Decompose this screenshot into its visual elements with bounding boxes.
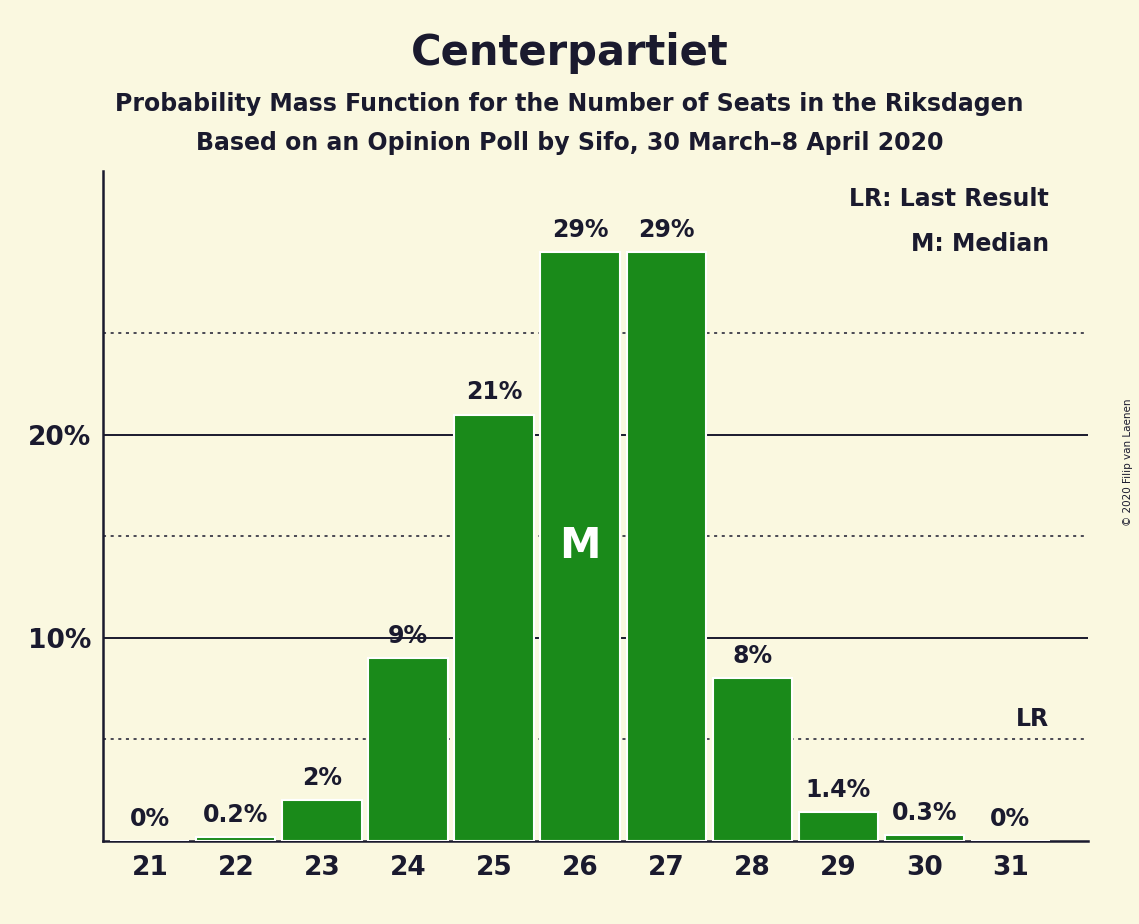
Bar bbox=[196, 837, 276, 841]
Bar bbox=[626, 252, 706, 841]
Text: 0%: 0% bbox=[990, 807, 1031, 831]
Text: 0.3%: 0.3% bbox=[892, 800, 957, 824]
Text: M: Median: M: Median bbox=[911, 232, 1049, 256]
Text: LR: LR bbox=[1016, 707, 1049, 731]
Text: 21%: 21% bbox=[466, 381, 522, 405]
Bar bbox=[541, 252, 620, 841]
Text: Probability Mass Function for the Number of Seats in the Riksdagen: Probability Mass Function for the Number… bbox=[115, 92, 1024, 116]
Bar bbox=[713, 678, 792, 841]
Text: 0.2%: 0.2% bbox=[203, 803, 269, 827]
Text: 2%: 2% bbox=[302, 766, 342, 790]
Text: 29%: 29% bbox=[551, 218, 608, 242]
Bar bbox=[885, 834, 964, 841]
Bar bbox=[454, 415, 533, 841]
Text: Centerpartiet: Centerpartiet bbox=[411, 32, 728, 74]
Bar bbox=[282, 800, 361, 841]
Text: 29%: 29% bbox=[638, 218, 695, 242]
Text: 9%: 9% bbox=[388, 624, 428, 648]
Bar bbox=[798, 812, 878, 841]
Text: LR: Last Result: LR: Last Result bbox=[850, 188, 1049, 212]
Bar bbox=[368, 658, 448, 841]
Text: 1.4%: 1.4% bbox=[805, 778, 871, 802]
Text: © 2020 Filip van Laenen: © 2020 Filip van Laenen bbox=[1123, 398, 1133, 526]
Text: 8%: 8% bbox=[732, 644, 772, 668]
Text: M: M bbox=[559, 526, 600, 567]
Text: Based on an Opinion Poll by Sifo, 30 March–8 April 2020: Based on an Opinion Poll by Sifo, 30 Mar… bbox=[196, 131, 943, 155]
Text: 0%: 0% bbox=[130, 807, 170, 831]
